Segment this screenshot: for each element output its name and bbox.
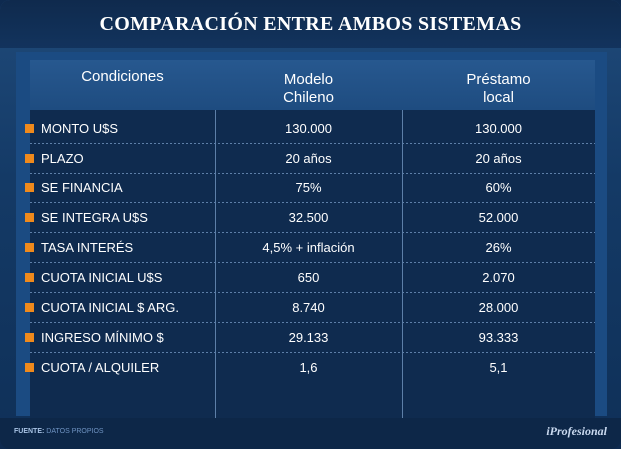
bullet-icon — [25, 154, 34, 163]
header-prestamo-line1: Préstamo — [466, 70, 531, 88]
row-divider — [30, 292, 595, 293]
row-label: PLAZO — [41, 151, 84, 166]
bullet-icon — [25, 213, 34, 222]
column-divider — [402, 110, 403, 440]
bullet-icon — [25, 243, 34, 252]
row-label: TASA INTERÉS — [41, 240, 134, 255]
row-local-value: 52.000 — [478, 210, 519, 225]
row-divider — [30, 143, 595, 144]
row-local-value: 60% — [485, 180, 512, 195]
table-row: CUOTA INICIAL $ ARG. 8.740 28.000 — [25, 293, 595, 323]
source-value: DATOS PROPIOS — [46, 428, 104, 435]
table-row: SE FINANCIA 75% 60% — [25, 173, 595, 203]
row-modelo-value: 130.000 — [285, 121, 332, 136]
bullet-icon — [25, 124, 34, 133]
header-condiciones: Condiciones — [30, 60, 215, 110]
table-header: Condiciones Modelo Chileno Préstamo loca… — [30, 60, 595, 110]
row-local-value: 20 años — [475, 151, 522, 166]
row-label: SE INTEGRA U$S — [41, 210, 148, 225]
row-label: CUOTA / ALQUILER — [41, 360, 160, 375]
column-divider — [215, 110, 216, 440]
bullet-icon — [25, 363, 34, 372]
footer: FUENTE: DATOS PROPIOS iProfesional — [0, 418, 621, 449]
row-modelo-value: 20 años — [285, 151, 332, 166]
header-modelo-chileno: Modelo Chileno — [215, 60, 402, 110]
row-label: INGRESO MÍNIMO $ — [41, 330, 164, 345]
table-row: CUOTA INICIAL U$S 650 2.070 — [25, 263, 595, 293]
row-divider — [30, 352, 595, 353]
row-modelo-value: 32.500 — [288, 210, 329, 225]
row-modelo-value: 8.740 — [292, 300, 325, 315]
row-divider — [30, 262, 595, 263]
row-local-value: 28.000 — [478, 300, 519, 315]
bullet-icon — [25, 303, 34, 312]
row-local-value: 26% — [485, 240, 512, 255]
row-divider — [30, 173, 595, 174]
row-modelo-value: 1,6 — [299, 360, 318, 375]
row-divider — [30, 232, 595, 233]
header-modelo-line2: Chileno — [283, 88, 334, 106]
row-modelo-value: 650 — [297, 270, 320, 285]
row-divider — [30, 322, 595, 323]
source-note: FUENTE: DATOS PROPIOS — [14, 428, 104, 435]
comparison-table: Condiciones Modelo Chileno Préstamo loca… — [25, 60, 595, 440]
bullet-icon — [25, 273, 34, 282]
table-row: PLAZO 20 años 20 años — [25, 144, 595, 174]
row-local-value: 130.000 — [475, 121, 522, 136]
page-title: COMPARACIÓN ENTRE AMBOS SISTEMAS — [99, 12, 522, 35]
row-label: CUOTA INICIAL U$S — [41, 270, 163, 285]
row-modelo-value: 75% — [295, 180, 322, 195]
row-label: MONTO U$S — [41, 121, 119, 136]
row-label: CUOTA INICIAL $ ARG. — [41, 300, 179, 315]
bullet-icon — [25, 333, 34, 342]
table-row: MONTO U$S 130.000 130.000 — [25, 114, 595, 144]
header-prestamo-line2: local — [483, 88, 514, 106]
table-row: TASA INTERÉS 4,5% + inflación 26% — [25, 233, 595, 263]
row-modelo-value: 29.133 — [288, 330, 329, 345]
brand-logo: iProfesional — [546, 424, 607, 438]
source-label: FUENTE: — [14, 428, 45, 435]
row-label: SE FINANCIA — [41, 180, 123, 195]
row-local-value: 5,1 — [489, 360, 508, 375]
row-divider — [30, 202, 595, 203]
table-body — [30, 110, 595, 440]
row-modelo-value: 4,5% + inflación — [262, 240, 355, 255]
header-condiciones-label: Condiciones — [81, 68, 164, 85]
row-local-value: 2.070 — [482, 270, 515, 285]
row-local-value: 93.333 — [478, 330, 519, 345]
table-row: CUOTA / ALQUILER 1,6 5,1 — [25, 353, 595, 383]
bullet-icon — [25, 183, 34, 192]
header-modelo-line1: Modelo — [283, 70, 334, 88]
title-bar: COMPARACIÓN ENTRE AMBOS SISTEMAS — [0, 0, 621, 48]
table-row: INGRESO MÍNIMO $ 29.133 93.333 — [25, 323, 595, 353]
header-prestamo-local: Préstamo local — [402, 60, 595, 110]
table-row: SE INTEGRA U$S 32.500 52.000 — [25, 203, 595, 233]
